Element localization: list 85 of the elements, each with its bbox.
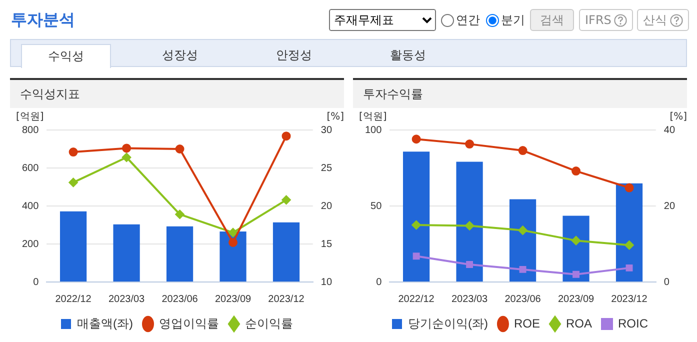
- point: [465, 221, 474, 230]
- point: [465, 140, 474, 149]
- legend-label: 매출액(좌): [77, 316, 134, 330]
- x-tick-label: 2023/12: [611, 294, 648, 305]
- text: 활동성: [389, 47, 427, 64]
- point: [228, 238, 238, 247]
- text: IFRS: [585, 13, 612, 27]
- legend-label: 순이익률: [244, 316, 293, 330]
- text: 안정성: [275, 47, 313, 64]
- text: 주재무제표: [329, 9, 436, 31]
- y-axis-title: [억원]: [16, 112, 44, 123]
- y-tick-label: 600: [22, 162, 40, 174]
- text: 산식: [643, 12, 667, 28]
- y2-tick-label: 30: [320, 124, 332, 136]
- point: [572, 236, 581, 246]
- chart-title: 투자수익률: [353, 80, 687, 108]
- y-tick-label: 50: [370, 200, 382, 212]
- text: 투자분석: [11, 10, 75, 31]
- point: [624, 183, 634, 192]
- y2-tick-label: 25: [320, 162, 332, 174]
- y2-tick-label: 40: [664, 124, 676, 136]
- legend-label: ROIC: [618, 316, 648, 330]
- bar: [220, 231, 246, 282]
- y2-tick-label: 10: [320, 276, 332, 288]
- point: [175, 210, 184, 219]
- point: [624, 240, 634, 250]
- x-tick-label: 2023/12: [268, 294, 305, 305]
- text: 연간: [456, 12, 480, 28]
- y2-tick-label: 15: [320, 238, 332, 250]
- bar: [166, 226, 194, 282]
- y-tick-label: 0: [33, 276, 40, 288]
- point: [228, 228, 238, 238]
- point: [412, 252, 420, 260]
- point: [572, 270, 580, 278]
- point: [68, 178, 78, 187]
- point: [518, 226, 528, 235]
- y-tick-label: 200: [22, 238, 40, 250]
- point: [412, 134, 421, 144]
- bar: [616, 183, 643, 282]
- legend-label: ROA: [566, 316, 592, 330]
- y-tick-label: 800: [22, 124, 40, 136]
- point: [412, 220, 421, 230]
- bar: [113, 224, 140, 282]
- x-tick-label: 2023/06: [504, 294, 542, 305]
- legend-label: 당기순이익(좌): [408, 316, 488, 330]
- y2-tick-label: 20: [664, 200, 676, 212]
- x-tick-label: 2023/03: [451, 294, 488, 305]
- point: [68, 148, 78, 157]
- x-tick-label: 2023/03: [108, 294, 146, 305]
- y-axis-title: [억원]: [359, 112, 387, 123]
- point: [466, 261, 474, 268]
- y2-tick-label: 0: [664, 276, 670, 288]
- legend-label: ROE: [514, 316, 540, 330]
- bar: [509, 199, 536, 282]
- x-tick-label: 2023/06: [162, 294, 198, 305]
- bar: [60, 211, 87, 282]
- text: 검색: [530, 9, 574, 31]
- point: [122, 144, 132, 153]
- text: 분기: [501, 12, 525, 28]
- x-tick-label: 2023/09: [214, 294, 252, 305]
- point: [572, 166, 581, 176]
- point: [175, 144, 184, 154]
- y2-axis-title: [%]: [670, 112, 688, 123]
- point: [282, 195, 291, 204]
- text: 성장성: [161, 47, 199, 64]
- point: [519, 266, 526, 273]
- point: [626, 264, 633, 272]
- bar: [562, 216, 590, 282]
- point: [122, 152, 132, 162]
- x-tick-label: 2022/12: [55, 294, 92, 305]
- bar: [402, 152, 430, 282]
- x-tick-label: 2023/09: [558, 294, 595, 305]
- y-tick-label: 0: [376, 276, 382, 288]
- y-tick-label: 400: [22, 200, 40, 212]
- y2-axis-title: [%]: [326, 112, 344, 123]
- chart-title: 수익성지표: [10, 80, 344, 108]
- y-tick-label: 100: [364, 124, 382, 136]
- y2-tick-label: 20: [320, 200, 332, 212]
- point: [282, 132, 291, 141]
- x-tick-label: 2022/12: [398, 294, 435, 305]
- bar: [456, 162, 483, 282]
- legend-label: 영업이익률: [158, 316, 219, 330]
- text: 수익성: [21, 44, 111, 68]
- point: [518, 146, 528, 156]
- bar: [272, 222, 300, 282]
